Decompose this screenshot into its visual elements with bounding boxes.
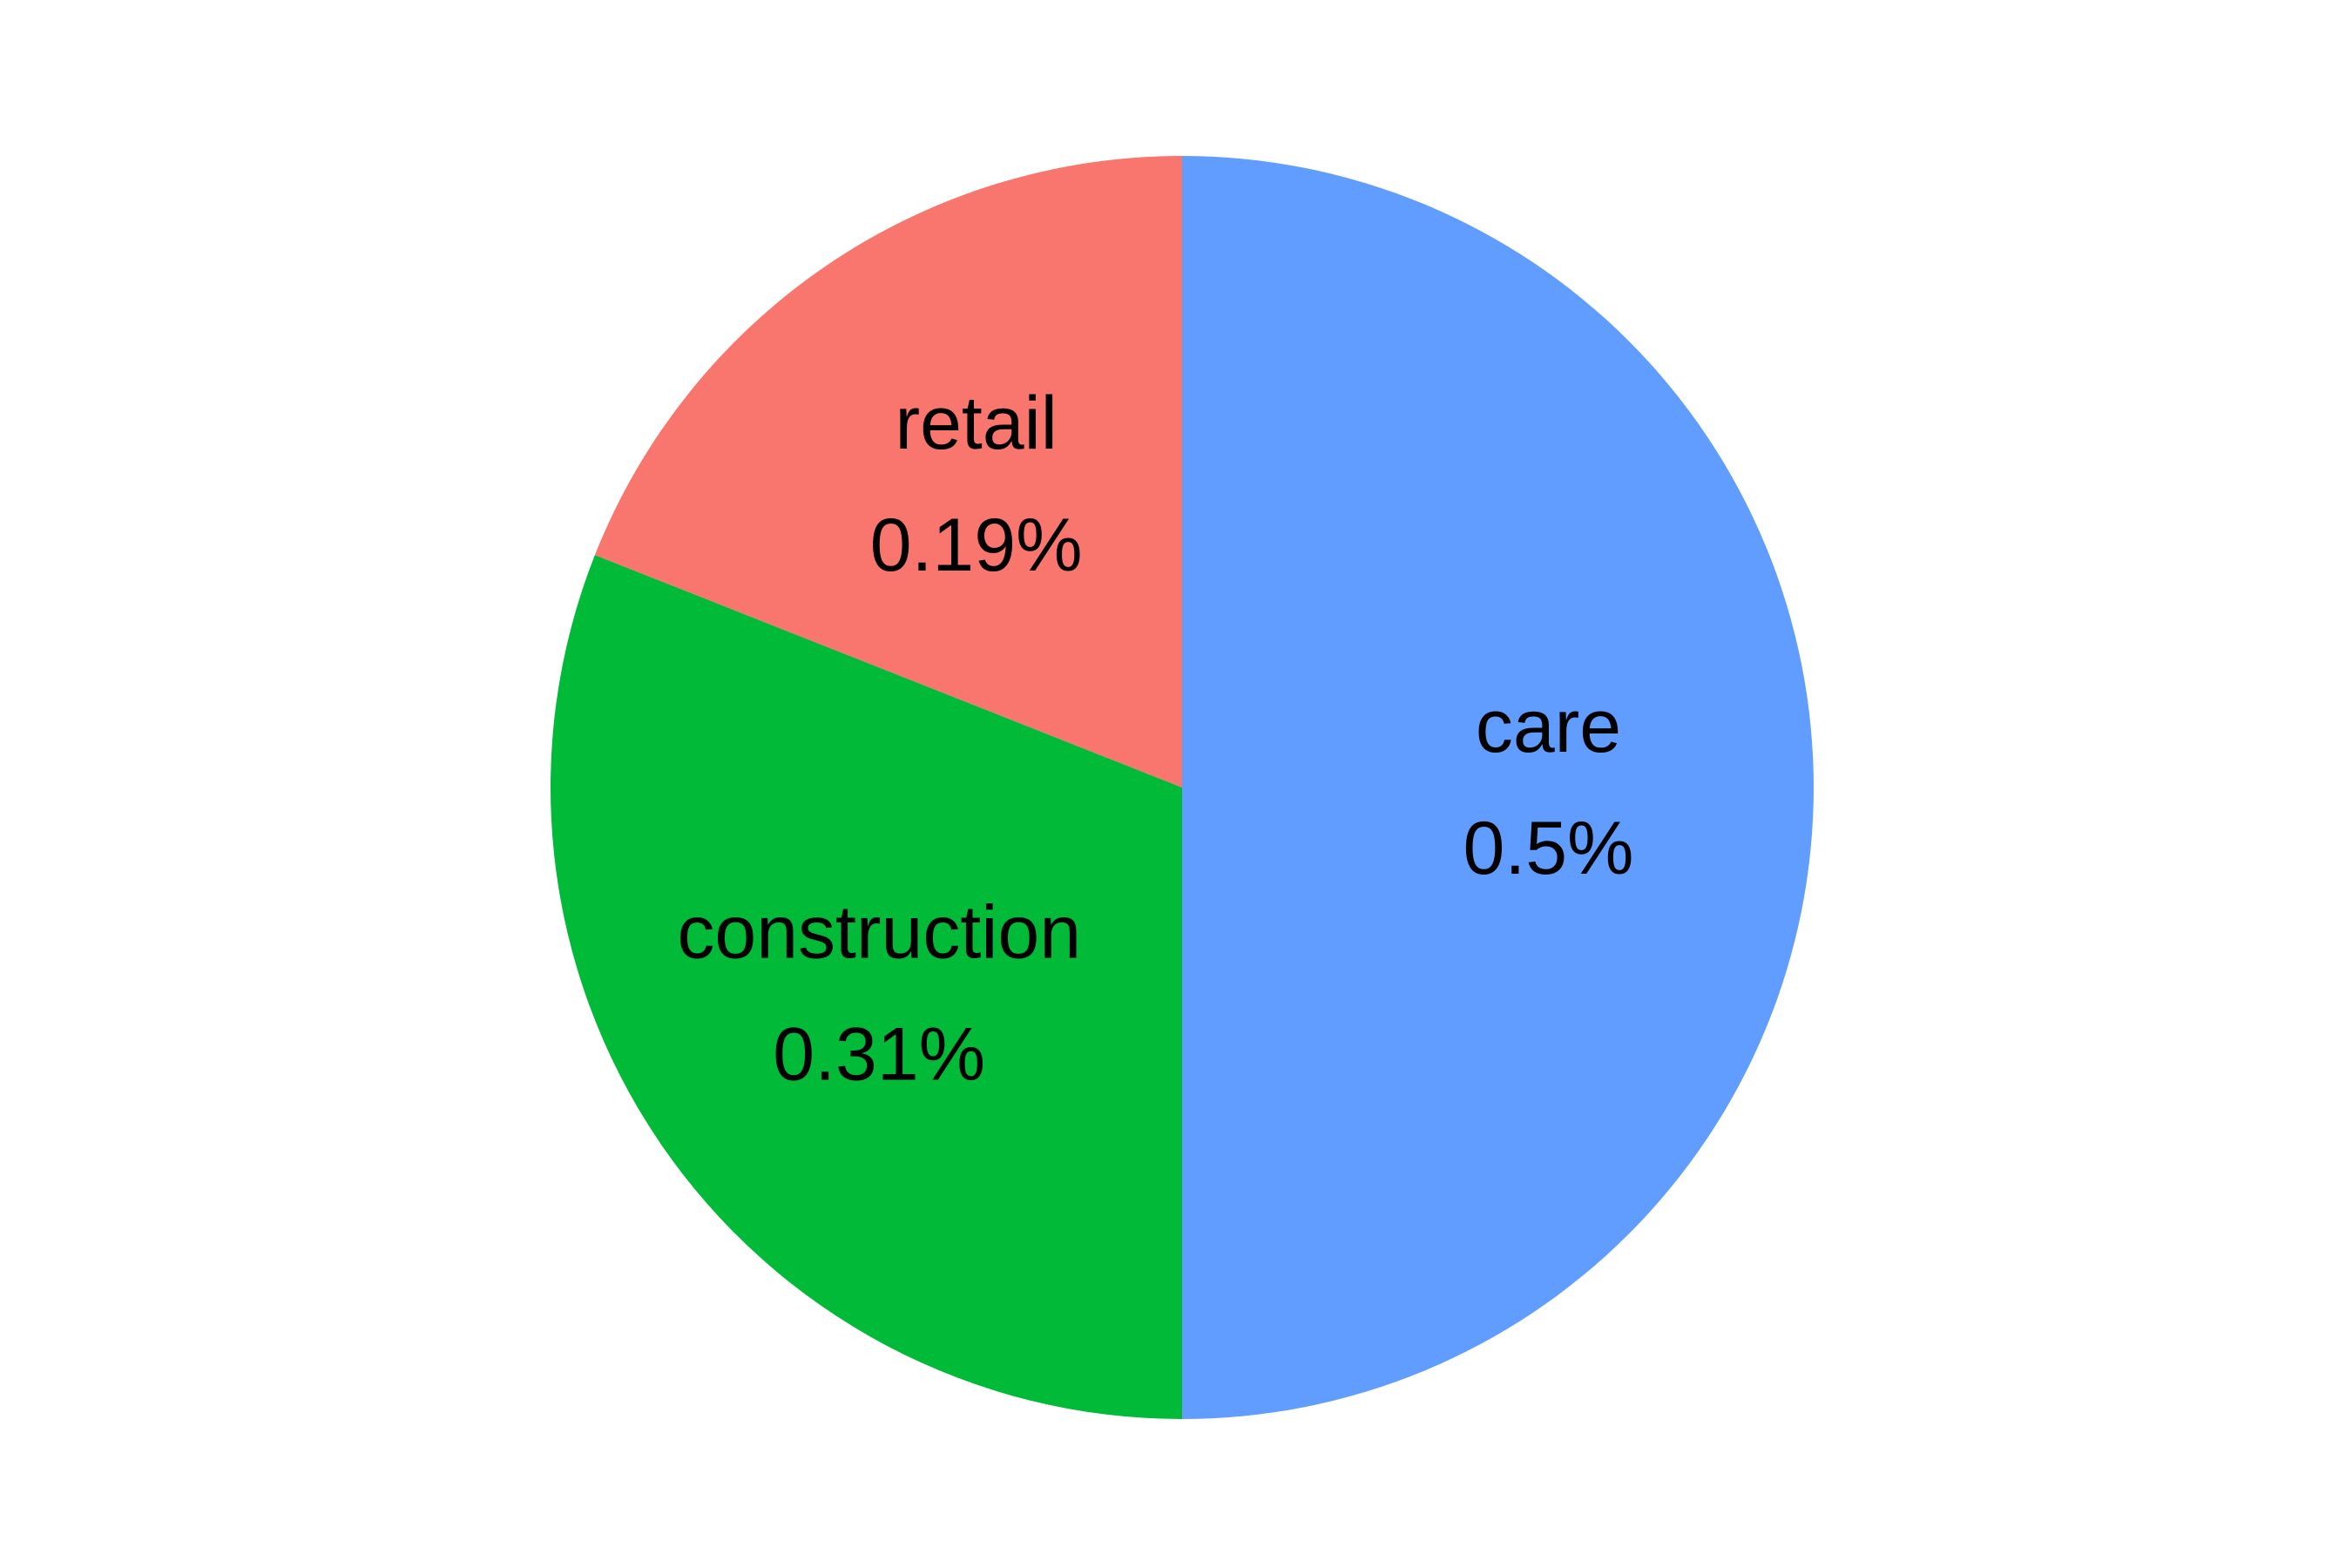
pie-slice-retail (594, 156, 1182, 787)
slice-category-label: retail (895, 382, 1057, 465)
pie-slices (550, 156, 1814, 1419)
pie-labels: care 0.5% construction 0.31% retail 0.19% (677, 382, 1633, 1096)
slice-value-label: 0.19% (870, 504, 1083, 587)
slice-value-label: 0.31% (773, 1012, 985, 1096)
pie-slice-care (1182, 156, 1814, 1419)
slice-category-label: care (1476, 685, 1621, 768)
slice-value-label: 0.5% (1463, 807, 1633, 890)
slice-category-label: construction (677, 890, 1081, 974)
pie-slice-construction (550, 555, 1182, 1419)
